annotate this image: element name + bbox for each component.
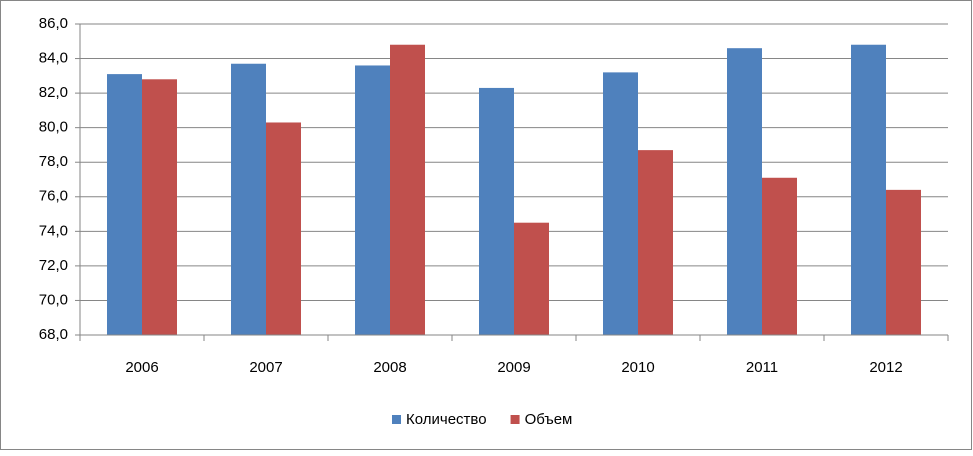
bar [514, 222, 549, 335]
bar [851, 44, 886, 335]
bar [886, 189, 921, 335]
x-tick-label: 2009 [497, 359, 530, 376]
y-tick-label: 74,0 [39, 222, 68, 239]
y-tick-label: 76,0 [39, 188, 68, 205]
bar [479, 87, 514, 335]
x-tick-label: 2010 [621, 359, 654, 376]
y-tick-label: 84,0 [39, 50, 68, 67]
y-tick-label: 82,0 [39, 84, 68, 101]
legend-label: Объем [525, 411, 573, 428]
y-tick-label: 70,0 [39, 291, 68, 308]
legend-label: Количество [406, 411, 487, 428]
x-tick-label: 2012 [869, 359, 902, 376]
x-tick-label: 2007 [249, 359, 282, 376]
bar [107, 74, 142, 335]
x-tick-label: 2008 [373, 359, 406, 376]
y-tick-label: 72,0 [39, 257, 68, 274]
y-tick-label: 86,0 [39, 15, 68, 32]
legend-swatch [510, 415, 520, 424]
x-tick-label: 2011 [746, 359, 778, 376]
legend-swatch [392, 415, 401, 424]
bar [231, 63, 266, 335]
bar [390, 44, 425, 335]
bar [638, 150, 673, 335]
x-tick-label: 2006 [125, 359, 158, 376]
bar [142, 79, 177, 336]
y-tick-label: 78,0 [39, 153, 68, 170]
y-tick-label: 68,0 [39, 326, 68, 343]
bar [355, 65, 390, 335]
bar [727, 48, 762, 335]
bar [762, 177, 797, 335]
bar [266, 122, 301, 335]
bar [603, 72, 638, 335]
y-tick-label: 80,0 [39, 119, 68, 136]
